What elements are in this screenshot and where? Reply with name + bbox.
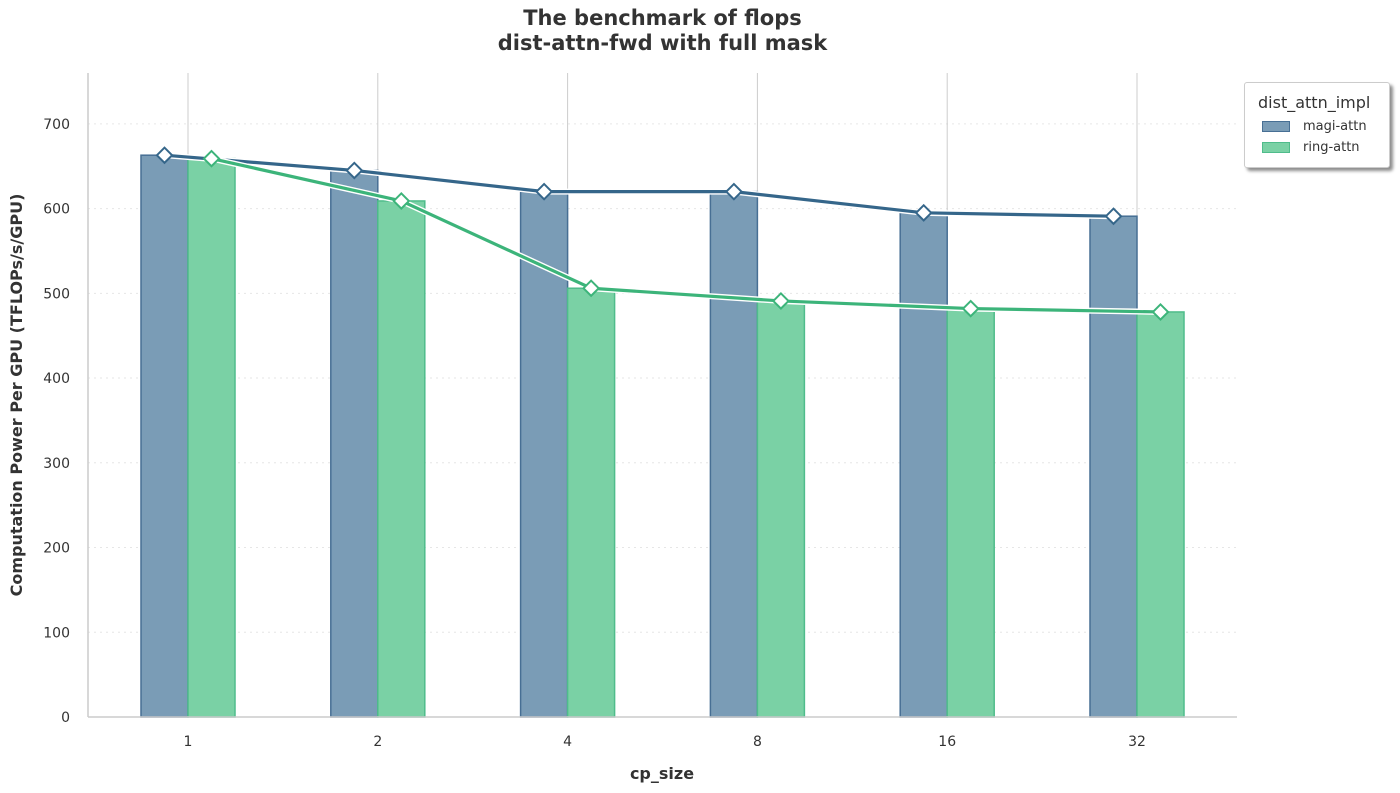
- marker-inner-ring-attn-2: [395, 194, 408, 208]
- marker-inner-magi-attn-32: [1107, 210, 1120, 223]
- bar-magi-attn-1: [140, 154, 189, 718]
- legend-title: dist_attn_impl: [1258, 93, 1371, 112]
- marker-inner-ring-attn-32: [1154, 305, 1167, 319]
- axes: [87, 73, 1237, 718]
- chart-title: The benchmark of flops: [523, 6, 802, 30]
- bar-magi-attn-4: [519, 190, 569, 718]
- x-tick-label: 4: [563, 734, 572, 750]
- x-tick-label: 8: [753, 734, 762, 750]
- x-tick-label: 16: [938, 734, 956, 750]
- y-tick-label: 300: [43, 456, 70, 472]
- bar-ring-attn-32: [1136, 311, 1185, 718]
- y-tick-label: 500: [43, 286, 70, 302]
- chart-subtitle: dist-attn-fwd with full mask: [497, 31, 828, 55]
- x-tick-label: 1: [184, 734, 193, 750]
- bar-ring-attn-8: [756, 300, 806, 718]
- x-tick-label: 2: [373, 734, 382, 750]
- marker-inner-ring-attn-4: [584, 282, 598, 295]
- marker-inner-magi-attn-16: [917, 206, 930, 220]
- series-line-magi-attn: [164, 153, 1114, 218]
- series-line-halo-magi-attn: [164, 152, 1114, 220]
- marker-inner-ring-attn-8: [774, 294, 788, 308]
- legend-swatch: [1262, 121, 1290, 132]
- legend-swatch: [1262, 142, 1290, 153]
- y-tick-label: 600: [43, 202, 70, 218]
- y-tick-label: 700: [43, 117, 70, 133]
- y-tick-label: 200: [43, 541, 70, 557]
- y-axis-label: Computation Power Per GPU (TFLOPs/s/GPU): [7, 194, 26, 597]
- x-axis-label: cp_size: [630, 764, 694, 783]
- marker-inner-magi-attn-8: [727, 185, 741, 198]
- y-tick-label: 400: [43, 371, 70, 387]
- series-lines: [155, 146, 1170, 321]
- y-tick-label: 100: [43, 625, 70, 641]
- bar-magi-attn-8: [709, 190, 759, 718]
- legend-label: ring-attn: [1303, 140, 1360, 155]
- marker-inner-ring-attn-16: [964, 302, 977, 315]
- marker-inner-magi-attn-1: [158, 148, 171, 162]
- bar-ring-attn-4: [566, 287, 616, 718]
- legend-label: magi-attn: [1303, 119, 1367, 134]
- bar-magi-attn-2: [330, 169, 379, 718]
- marker-inner-ring-attn-1: [205, 152, 218, 165]
- y-tick-label: 0: [61, 710, 70, 726]
- legend: dist_attn_impl magi-attn ring-attn: [1244, 82, 1390, 168]
- x-tick-label: 32: [1128, 734, 1146, 750]
- bar-ring-attn-16: [946, 307, 995, 718]
- series-line-ring-attn: [211, 157, 1161, 314]
- marker-inner-magi-attn-2: [348, 164, 361, 177]
- bar-ring-attn-2: [377, 200, 426, 718]
- bar-magi-attn-32: [1089, 215, 1138, 718]
- bar-magi-attn-16: [899, 212, 948, 718]
- marker-inner-magi-attn-4: [537, 185, 551, 198]
- tick-labels: 0 100 200 300 400 500 600 700 1 2 4 8 16 32: [43, 117, 1146, 750]
- bar-ring-attn-1: [187, 157, 236, 718]
- bars: [140, 154, 1185, 718]
